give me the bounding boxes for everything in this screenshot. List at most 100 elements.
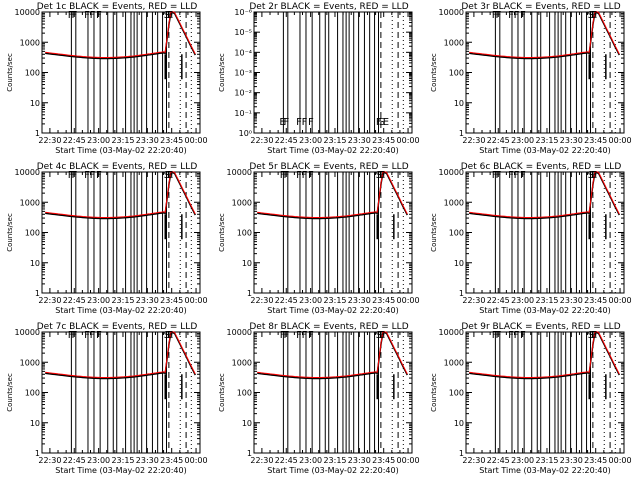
x-tick-label: 23:00 [299,456,322,465]
x-tick-label: 23:30 [348,136,371,145]
y-axis-label: Counts/sec [218,53,226,92]
panel-det-8: Det 8r BLACK = Events, RED = LLD 1 10 100 10… [218,322,420,475]
panel-det-4: Det 4c BLACK = Events, RED = LLD 1 10 100 10… [6,162,208,315]
y-tick-label: 1000 [444,358,464,367]
y-tick-label: 10 [30,419,40,428]
x-tick-label: 00:00 [185,136,208,145]
flag-letter: E [383,117,389,128]
y-tick-label: 10000 [227,168,252,177]
y-tick-label: 10000 [15,168,40,177]
x-tick-label: 22:45 [275,136,298,145]
x-tick-label: 22:45 [275,456,298,465]
flag-letter: F [68,170,74,181]
x-tick-label: 23:00 [299,136,322,145]
x-tick-label: 00:00 [185,456,208,465]
x-tick-label: 22:30 [38,136,61,145]
x-tick-label: 23:00 [511,136,534,145]
x-tick-label: 23:15 [323,296,346,305]
flag-letter: F [72,10,78,21]
lld-series-line [469,171,620,218]
x-tick-label: 22:45 [63,136,86,145]
x-tick-label: 00:00 [609,296,632,305]
flag-letter: F [514,330,520,341]
y-axis-label: Counts/sec [430,53,438,92]
x-axis-label: Start Time (03-May-02 22:20:40) [267,306,398,315]
lld-series-line [45,11,196,58]
plot-frame [41,171,201,294]
flag-letter: S [164,10,170,21]
y-axis-label: Counts/sec [218,373,226,412]
y-tick-label: 1 [459,129,464,138]
x-tick-label: 23:15 [535,296,558,305]
y-tick-label: 100 [449,69,464,78]
flag-letter: E [167,330,173,341]
flag-letter: S [376,170,382,181]
flag-letter: S [588,170,594,181]
x-tick-label: 23:45 [160,296,183,305]
x-tick-label: 22:30 [38,456,61,465]
y-tick-label: 10000 [439,168,464,177]
lld-series-line [257,331,408,378]
flag-letter: S [164,330,170,341]
flag-letter: F [68,10,74,21]
x-tick-label: 23:30 [348,296,371,305]
y-tick-label: 10000 [227,328,252,337]
x-tick-label: 23:15 [323,136,346,145]
flag-letter: F [84,330,90,341]
x-tick-label: 22:45 [63,456,86,465]
flag-letter: F [296,330,302,341]
flag-letter: F [96,170,102,181]
flag-letter: F [496,10,502,21]
flag-letter: S [588,10,594,21]
x-axis-label: Start Time (03-May-02 22:20:40) [267,466,398,475]
flag-letter: S [164,170,170,181]
x-tick-label: 22:30 [38,296,61,305]
y-tick-label: 1 [247,449,252,458]
panel-title: Det 2r BLACK = Events, RED = LLD [249,2,408,12]
y-tick-label: 10 [242,259,252,268]
flag-letter: F [280,170,286,181]
flag-letter: F [514,10,520,21]
flag-letter: E [167,10,173,21]
flag-letter: F [96,330,102,341]
x-axis-label: Start Time (03-May-02 22:20:40) [55,466,186,475]
plot-frame [41,11,201,134]
panel-det-7: Det 7c BLACK = Events, RED = LLD 1 10 100 10… [6,322,208,475]
x-tick-label: 23:15 [535,456,558,465]
plot-frame [41,331,201,454]
x-tick-label: 22:45 [63,296,86,305]
x-tick-label: 23:00 [87,296,110,305]
y-axis-label: Counts/sec [430,373,438,412]
y-tick-label: 1000 [232,198,252,207]
flag-letter: F [508,170,514,181]
x-tick-label: 23:45 [584,136,607,145]
y-tick-label: 10 [30,99,40,108]
flag-letter: F [508,10,514,21]
flag-letter: F [308,170,314,181]
panel-title: Det 7c BLACK = Events, RED = LLD [37,322,198,332]
y-tick-label: 10⁻⁴ [234,48,252,57]
x-tick-label: 00:00 [609,456,632,465]
flag-letter: F [84,10,90,21]
flag-letter: F [280,330,286,341]
x-tick-label: 23:30 [136,456,159,465]
x-axis-label: Start Time (03-May-02 22:20:40) [267,146,398,155]
x-tick-label: 23:45 [160,136,183,145]
lld-series-line [257,171,408,218]
flag-letter: S [588,330,594,341]
y-tick-label: 100 [25,229,40,238]
panel-title: Det 4c BLACK = Events, RED = LLD [37,162,198,172]
y-tick-label: 10 [454,99,464,108]
x-tick-label: 23:30 [560,296,583,305]
flag-letter: F [302,117,308,128]
x-tick-label: 22:45 [487,456,510,465]
plot-frame [465,331,625,454]
panel-title: Det 1c BLACK = Events, RED = LLD [37,2,198,12]
x-tick-label: 23:45 [160,456,183,465]
flag-letter: F [84,170,90,181]
lld-series-line [469,331,620,378]
y-tick-label: 10⁻⁶ [234,8,252,17]
flag-letter: F [302,170,308,181]
panel-det-6: Det 6c BLACK = Events, RED = LLD 1 10 100 10… [430,162,632,315]
y-tick-label: 10000 [439,328,464,337]
